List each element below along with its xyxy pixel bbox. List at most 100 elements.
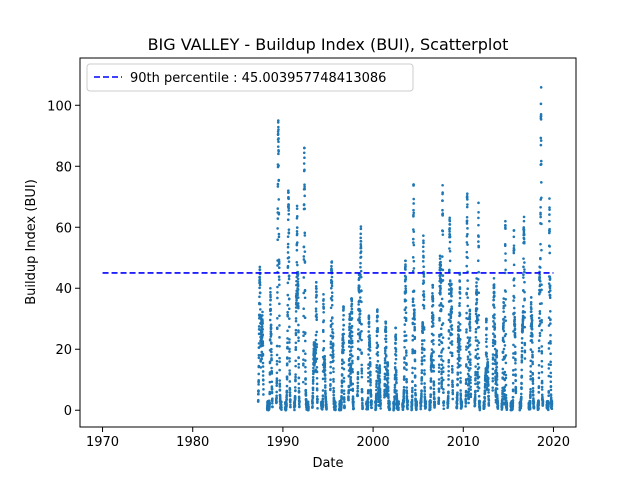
data-point: [459, 364, 462, 367]
data-point: [277, 198, 281, 201]
data-point: [487, 404, 491, 407]
data-point: [360, 371, 364, 375]
data-point: [450, 354, 454, 357]
data-point: [356, 339, 360, 343]
data-point: [334, 401, 337, 404]
data-point: [537, 385, 541, 388]
data-point: [496, 401, 500, 405]
data-point: [311, 372, 315, 376]
data-point: [303, 296, 307, 300]
data-point: [311, 398, 314, 402]
data-point: [347, 391, 350, 394]
data-point: [511, 401, 515, 405]
data-point: [287, 256, 291, 259]
data-point: [523, 241, 526, 245]
data-point: [286, 303, 290, 307]
data-point: [302, 255, 306, 258]
data-point: [412, 259, 416, 263]
data-point: [477, 270, 481, 274]
data-point: [277, 260, 281, 263]
data-point: [356, 381, 360, 385]
data-point: [412, 202, 415, 205]
data-point: [537, 349, 541, 353]
data-point: [386, 377, 390, 380]
data-point: [289, 403, 292, 407]
data-point: [402, 375, 406, 378]
data-point: [522, 215, 526, 219]
data-point: [548, 294, 552, 297]
data-point: [465, 264, 469, 268]
data-point: [422, 295, 426, 298]
data-point: [492, 286, 496, 290]
data-point: [485, 386, 489, 389]
data-point: [469, 358, 472, 362]
data-point: [476, 318, 480, 322]
data-point: [312, 366, 315, 370]
data-point: [531, 382, 535, 385]
data-point: [278, 336, 281, 339]
data-point: [323, 358, 327, 361]
data-point: [331, 343, 335, 347]
data-point: [442, 378, 445, 382]
data-point: [522, 257, 525, 260]
data-point: [297, 323, 300, 327]
data-point: [324, 389, 327, 393]
data-point: [340, 405, 343, 409]
data-point: [495, 349, 499, 352]
data-point: [431, 318, 435, 322]
data-point: [322, 293, 325, 296]
data-point: [531, 386, 535, 390]
data-point: [538, 331, 542, 335]
data-point: [394, 369, 398, 372]
data-point: [520, 349, 524, 353]
data-point: [286, 310, 289, 314]
data-point: [469, 375, 472, 379]
data-point: [376, 315, 379, 318]
data-point: [257, 353, 261, 357]
data-point: [522, 233, 526, 237]
data-point: [269, 298, 272, 302]
data-point: [464, 405, 467, 408]
data-point: [538, 322, 542, 326]
data-point: [430, 369, 434, 373]
data-point: [342, 380, 346, 383]
data-point: [297, 336, 300, 340]
data-point: [466, 341, 470, 345]
data-point: [548, 230, 551, 233]
data-point: [431, 322, 435, 325]
data-point: [448, 230, 451, 233]
data-point: [297, 362, 301, 366]
data-point: [349, 372, 352, 375]
data-point: [359, 273, 362, 276]
data-point: [475, 288, 479, 292]
data-point: [303, 207, 307, 211]
data-point: [475, 321, 479, 325]
data-point: [294, 379, 297, 383]
data-point: [322, 302, 325, 306]
data-point: [432, 342, 435, 346]
data-point: [423, 354, 426, 358]
data-point: [405, 368, 408, 371]
data-point: [424, 401, 428, 405]
data-point: [549, 309, 552, 313]
data-point: [423, 390, 427, 393]
data-point: [368, 342, 372, 346]
data-point: [487, 399, 491, 402]
data-point: [287, 231, 291, 235]
data-point: [383, 375, 387, 379]
data-point: [549, 371, 553, 375]
data-point: [405, 351, 408, 354]
data-point: [441, 366, 445, 369]
data-point: [492, 304, 495, 307]
data-point: [356, 387, 359, 390]
data-point: [330, 303, 334, 307]
data-point: [466, 296, 470, 299]
data-point: [350, 341, 354, 345]
data-point: [513, 311, 516, 315]
data-point: [404, 311, 408, 315]
data-point: [397, 400, 401, 403]
data-point: [492, 298, 495, 302]
data-point: [383, 388, 386, 392]
data-point: [520, 346, 524, 350]
data-point: [431, 299, 435, 303]
